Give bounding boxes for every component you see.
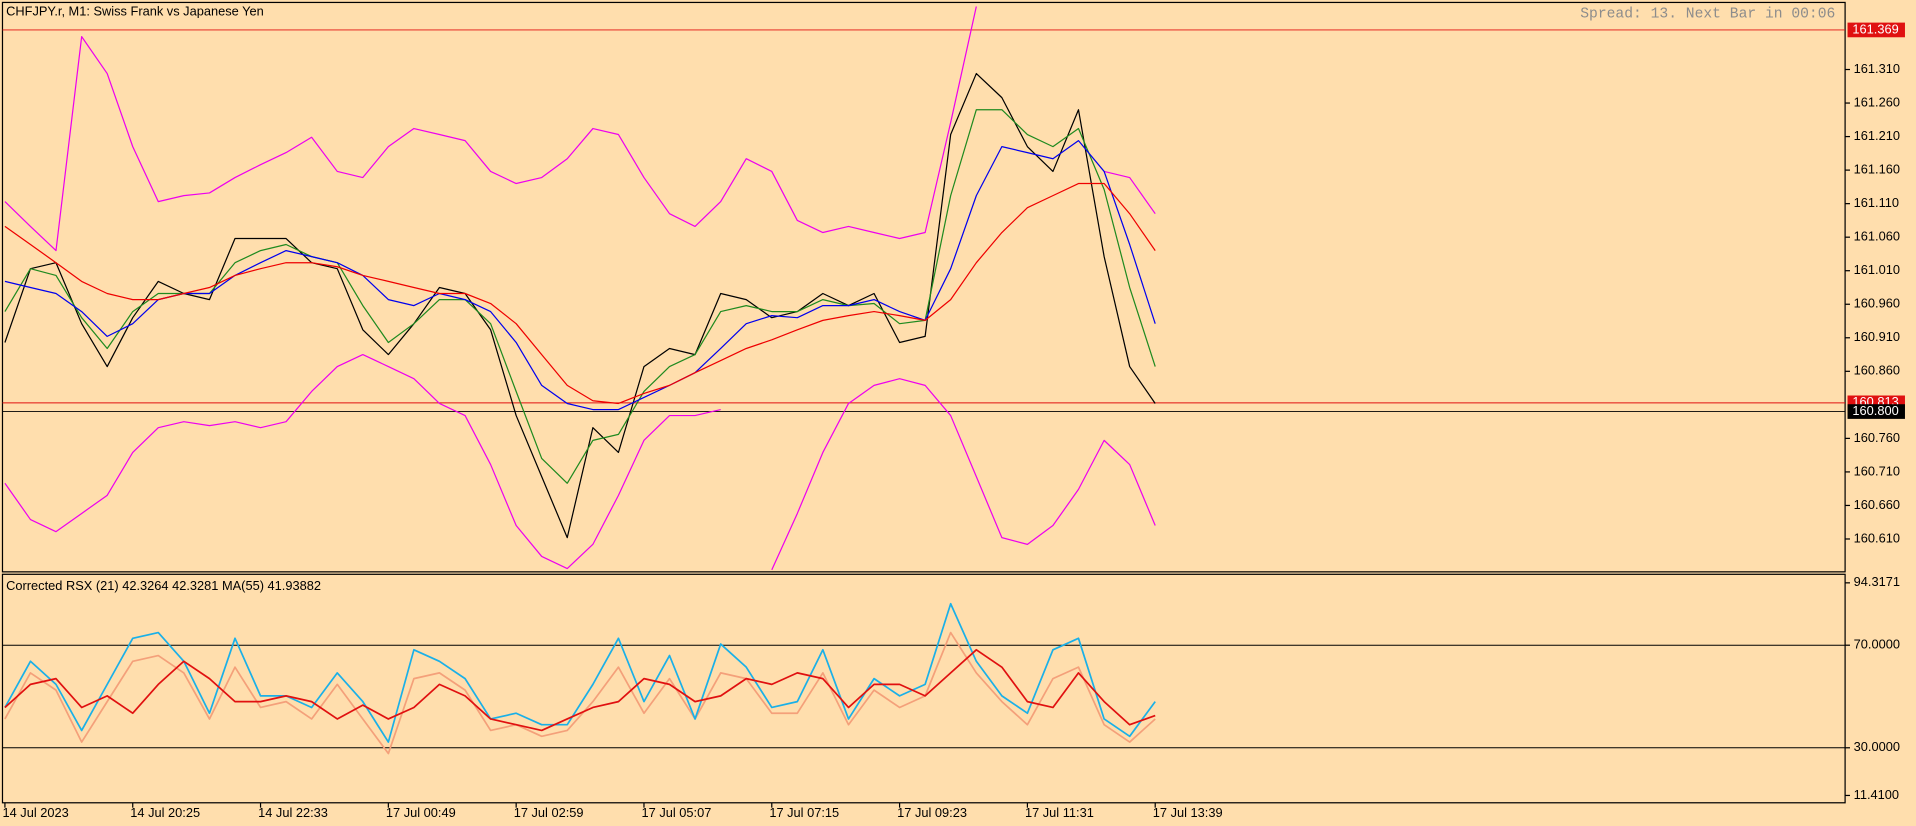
series-line bbox=[4, 353, 1156, 571]
y-tick-label: 161.310 bbox=[1854, 61, 1900, 76]
sub-plot bbox=[2, 602, 1846, 755]
main-plot bbox=[2, 6, 1846, 571]
x-tick-label: 17 Jul 00:49 bbox=[386, 805, 456, 820]
series-line bbox=[4, 6, 1156, 252]
price-level-label: 161.369 bbox=[1852, 21, 1898, 36]
y-tick-label: 70.0000 bbox=[1854, 637, 1900, 652]
price-level-box bbox=[1847, 22, 1905, 38]
series-line bbox=[4, 182, 1156, 405]
x-tick-label: 17 Jul 13:39 bbox=[1153, 805, 1223, 820]
indicator-title: Corrected RSX (21) 42.3264 42.3281 MA(55… bbox=[6, 578, 321, 593]
series-line bbox=[4, 602, 1156, 743]
y-tick-label: 160.710 bbox=[1854, 463, 1900, 478]
x-tick-label: 14 Jul 2023 bbox=[2, 805, 68, 820]
y-tick-label: 160.660 bbox=[1854, 497, 1900, 512]
series-line bbox=[4, 72, 1156, 539]
x-tick-label: 17 Jul 11:31 bbox=[1025, 805, 1094, 820]
y-tick-label: 160.610 bbox=[1854, 530, 1900, 545]
y-tick-label: 160.910 bbox=[1854, 329, 1900, 344]
y-tick-label: 30.0000 bbox=[1854, 739, 1900, 754]
y-tick-label: 11.4100 bbox=[1854, 787, 1899, 802]
y-tick-label: 160.960 bbox=[1854, 296, 1900, 311]
spread-info: Spread: 13. Next Bar in 00:06 bbox=[1580, 6, 1835, 22]
y-tick-label: 161.160 bbox=[1854, 162, 1900, 177]
price-level-label: 160.800 bbox=[1852, 403, 1898, 418]
series-line bbox=[4, 631, 1156, 755]
axes: 161.310 161.260 161.210 161.160 161.110 161.0… bbox=[2, 21, 1905, 820]
x-tick-label: 17 Jul 05:07 bbox=[642, 805, 712, 820]
x-tick-label: 14 Jul 20:25 bbox=[130, 805, 200, 820]
main-frame bbox=[1, 1, 1846, 573]
y-tick-label: 161.110 bbox=[1854, 195, 1899, 210]
x-tick-label: 17 Jul 02:59 bbox=[514, 805, 584, 820]
x-tick-label: 14 Jul 22:33 bbox=[258, 805, 328, 820]
series-line bbox=[4, 648, 1156, 732]
y-tick-label: 94.3171 bbox=[1854, 574, 1900, 589]
y-tick-label: 160.760 bbox=[1854, 430, 1900, 445]
sub-frame bbox=[1, 573, 1846, 804]
y-tick-label: 160.860 bbox=[1854, 363, 1900, 378]
y-tick-label: 161.260 bbox=[1854, 94, 1900, 109]
y-tick-label: 161.060 bbox=[1854, 229, 1900, 244]
x-tick-label: 17 Jul 09:23 bbox=[897, 805, 967, 820]
chart-title: CHFJPY.r, M1: Swiss Frank vs Japanese Ye… bbox=[6, 4, 264, 19]
x-tick-label: 17 Jul 07:15 bbox=[769, 805, 839, 820]
price-level-box bbox=[1847, 404, 1905, 419]
series-line bbox=[4, 140, 1156, 411]
y-tick-label: 161.010 bbox=[1854, 262, 1900, 277]
y-tick-label: 161.210 bbox=[1854, 128, 1900, 143]
